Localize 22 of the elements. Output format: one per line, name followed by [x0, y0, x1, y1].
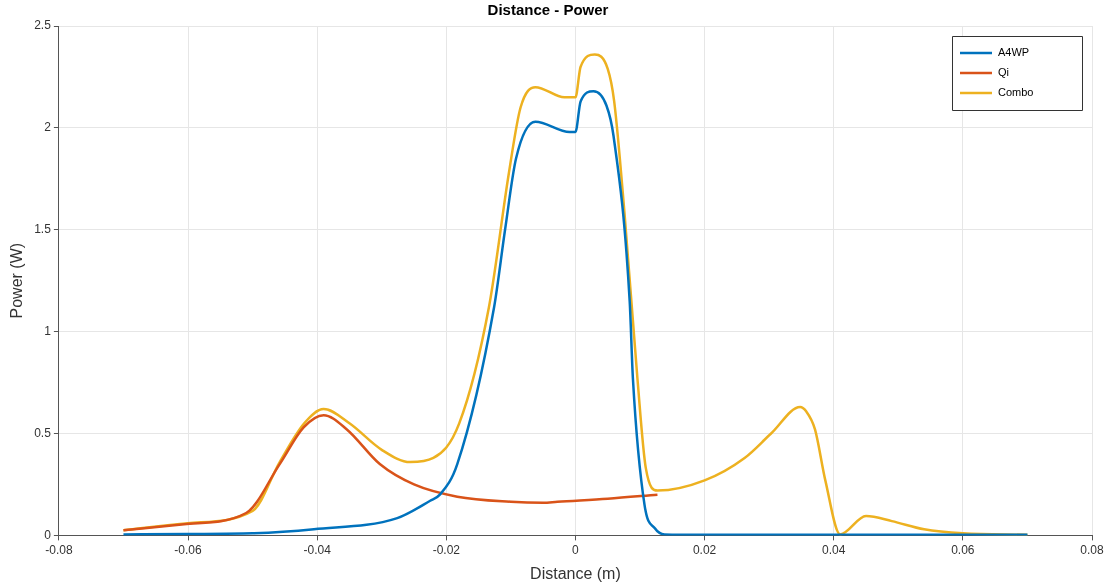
x-tick-label: 0.06	[951, 542, 975, 557]
x-tick-label: -0.04	[303, 542, 332, 557]
x-tick-label: -0.02	[432, 542, 461, 557]
x-tick-label: -0.06	[174, 542, 203, 557]
chart-title: Distance - Power	[487, 1, 609, 19]
y-tick-label: 1	[44, 323, 52, 338]
x-tick-label: 0	[572, 542, 580, 557]
legend-label: Combo	[998, 86, 1034, 99]
x-tick-label: 0.04	[822, 542, 846, 557]
y-tick-label: 0.5	[34, 425, 52, 440]
legend-label: A4WP	[998, 46, 1030, 59]
x-tick-label: 0.02	[692, 542, 717, 557]
line-series	[122, 413, 659, 532]
x-axis-title: Distance (m)	[530, 564, 621, 582]
y-tick-label: 1.5	[34, 222, 52, 237]
legend-label: Qi	[998, 66, 1009, 79]
y-tick-label: 2.5	[34, 18, 52, 33]
y-tick-label: 0	[44, 527, 52, 542]
x-tick-label: 0.08	[1080, 542, 1104, 557]
y-tick-label: 2	[44, 120, 52, 135]
x-tick-label: -0.08	[45, 542, 73, 557]
y-axis-title: Power (W)	[8, 242, 26, 319]
